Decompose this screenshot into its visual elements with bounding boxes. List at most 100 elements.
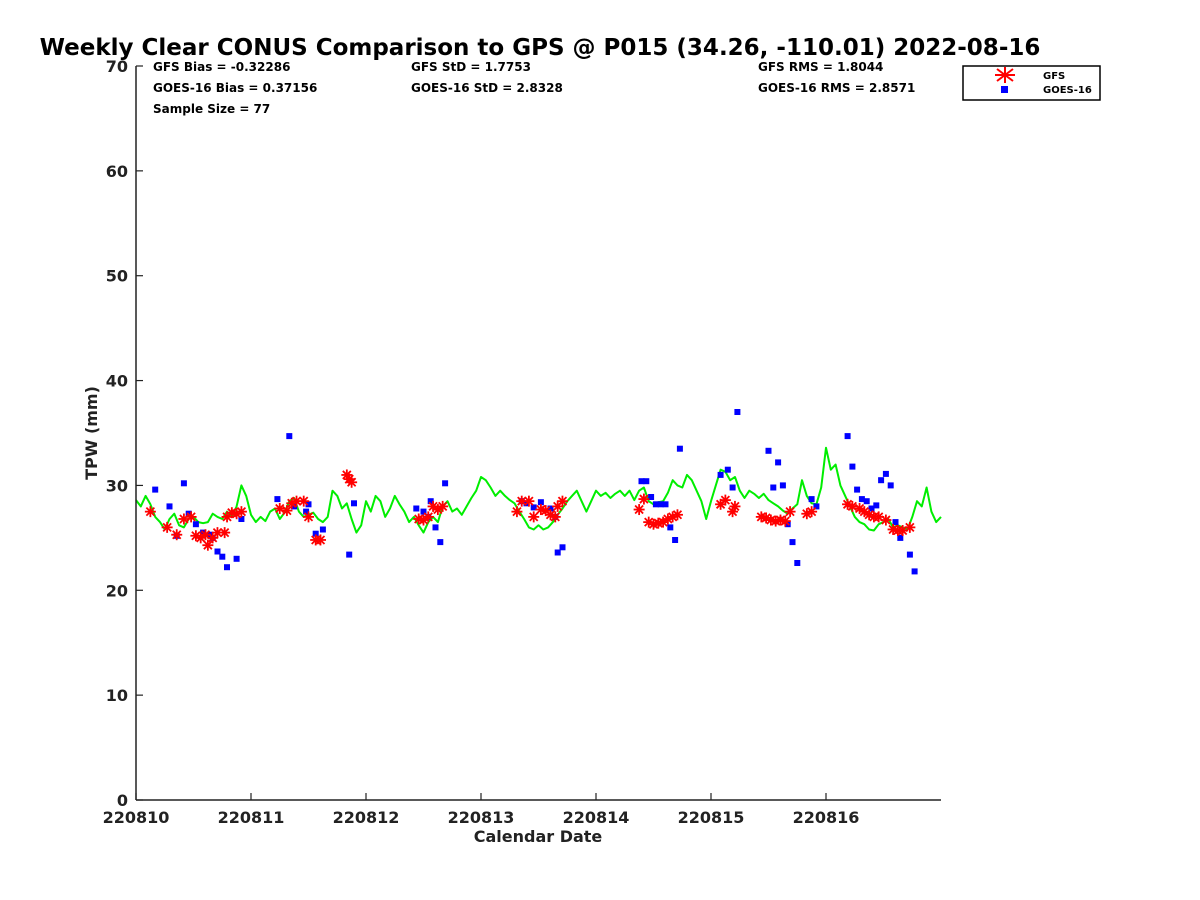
goes16-point [530,504,537,511]
goes16-point [672,537,679,543]
goes16-point [554,549,561,556]
goes16-point [312,530,319,537]
goes16-point [437,539,444,546]
gfs-point [880,514,892,526]
goes16-point [868,505,875,512]
goes16-point [729,484,736,491]
goes16-point [878,477,885,484]
goes-rms-stat: GOES-16 RMS = 2.8571 [758,81,915,95]
goes-std-stat: GOES-16 StD = 2.8328 [411,81,563,95]
goes16-point [346,551,353,558]
goes16-point [427,498,434,505]
gfs-point [303,511,314,523]
goes16-point [233,555,240,562]
gfs-point [437,500,449,512]
x-axis-label: Calendar Date [474,827,603,846]
goes16-point [442,480,449,487]
goes16-point [897,534,904,541]
gfs-point [185,511,197,523]
gfs-point [207,532,219,544]
gfs-point [202,539,214,551]
gfs-point [235,506,247,518]
goes16-point [789,539,796,546]
gfs-point [671,509,683,521]
y-axis-label: TPW (mm) [82,386,101,480]
goes16-point [717,471,724,478]
y-tick-label: 30 [106,476,128,495]
chart-title: Weekly Clear CONUS Comparison to GPS @ P… [40,35,1041,61]
gfs-point [528,511,540,523]
y-tick-label: 0 [117,791,128,810]
goes16-point [303,508,310,515]
gfs-bias-stat: GFS Bias = -0.32286 [153,60,290,74]
goes16-point [420,508,427,515]
goes16-point [305,501,312,508]
goes16-point [547,505,554,512]
goes16-point [906,551,913,558]
y-tick-label: 20 [106,581,128,600]
goes16-point [765,447,772,454]
goes16-point [274,496,281,503]
y-tick-label: 40 [106,372,128,391]
goes16-point [667,524,674,531]
gfs-point [523,495,535,507]
goes16-point [676,445,683,452]
legend-box [962,65,1101,101]
goes16-point [779,482,786,489]
goes16-point [873,502,880,509]
gfs-point [729,500,741,512]
goes16-point [224,564,230,571]
goes16-point [643,478,650,485]
goes16-point [192,521,199,528]
goes16-point [770,484,777,491]
gfs-point [314,534,326,546]
goes16-point [638,478,645,485]
plot-area [135,409,942,575]
goes16-point [734,409,741,415]
gfs-point [511,506,523,518]
gfs-point [171,529,183,541]
gfs-point [346,476,358,488]
goes16-point [775,459,782,466]
goes16-point [794,560,801,566]
legend-gfs-marker [995,67,1015,83]
y-tick-label: 50 [106,267,128,286]
goes16-point [657,501,664,508]
goes16-point [648,494,655,500]
gfs-point [904,521,916,533]
legend: GFS GOES-16 [962,65,1101,101]
gps-series-line [135,446,942,534]
x-tick-label: 220816 [793,808,860,827]
goes-bias-stat: GOES-16 Bias = 0.37156 [153,81,317,95]
gfs-point [219,527,231,539]
gfs-point [638,493,650,505]
gfs-point [161,521,173,533]
goes16-point [858,496,865,503]
goes16-point [844,433,851,440]
legend-goes-label: GOES-16 [1043,85,1092,96]
goes16-point [662,501,669,508]
gfs-point [298,495,310,507]
gfs-point [719,494,731,506]
gfs-point [556,495,568,507]
x-tick-label: 220815 [678,808,745,827]
y-tick-label: 70 [106,57,128,76]
goes16-point [432,524,439,531]
goes16-point [319,526,326,533]
goes16-point [892,519,899,526]
goes16-point [537,499,544,506]
stats-block: GFS Bias = -0.32286 GOES-16 Bias = 0.371… [153,60,915,116]
sample-size-stat: Sample Size = 77 [153,102,270,116]
legend-gfs-label: GFS [1043,71,1065,82]
gfs-point [549,511,561,523]
legend-goes-marker [1001,86,1008,93]
gfs-point [784,506,796,518]
gfs-point [281,505,293,517]
goes16-point [813,503,820,510]
goes16-point [286,433,293,440]
goes16-point [849,463,856,470]
y-tick-label: 60 [106,162,128,181]
goes16-point [911,568,918,575]
x-tick-label: 220812 [333,808,400,827]
gfs-point [806,506,818,518]
